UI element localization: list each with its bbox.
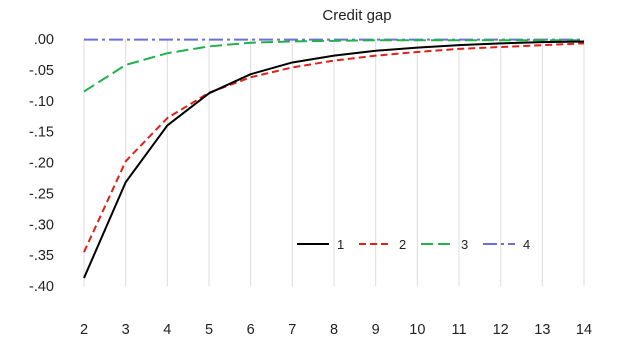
x-tick-label: 8 [330, 322, 338, 338]
legend-label-4: 4 [523, 237, 530, 252]
x-tick-label: 9 [372, 322, 380, 338]
plot-area [83, 38, 585, 279]
x-tick-label: 11 [451, 322, 466, 338]
y-tick-label: -.25 [29, 186, 54, 202]
x-tick-label: 6 [247, 322, 255, 338]
y-tick-label: .00 [34, 32, 54, 48]
series-line-3 [83, 39, 584, 93]
x-tick-label: 14 [576, 322, 592, 338]
legend-label-1: 1 [337, 237, 344, 252]
series-line-2 [83, 42, 585, 253]
x-tick-label: 4 [163, 322, 171, 338]
grid [83, 39, 585, 286]
y-tick-label: -.35 [29, 248, 54, 264]
series-line-1 [83, 40, 585, 279]
y-tick-label: -.30 [29, 217, 54, 233]
x-tick-label: 13 [534, 322, 550, 338]
chart-title: Credit gap [322, 7, 391, 24]
x-tick-label: 10 [409, 322, 425, 338]
y-tick-label: -.05 [29, 63, 54, 79]
x-tick-label: 3 [122, 322, 130, 338]
x-tick-label: 7 [288, 322, 296, 338]
x-tick-label: 5 [205, 322, 213, 338]
x-axis: 2 3 4 5 6 7 8 9 10 11 12 13 14 [80, 322, 592, 338]
legend: 1 2 3 4 [297, 237, 530, 252]
y-tick-label: -.20 [29, 156, 54, 172]
y-axis: .00 -.05 -.10 -.15 -.20 -.25 -.30 -.35 -.40 [29, 32, 54, 295]
x-tick-label: 12 [493, 322, 509, 338]
y-tick-label: -.40 [29, 279, 54, 295]
legend-label-2: 2 [399, 237, 406, 252]
x-tick-label: 2 [80, 322, 88, 338]
y-tick-label: -.15 [29, 125, 54, 141]
legend-label-3: 3 [461, 237, 468, 252]
y-tick-label: -.10 [29, 94, 54, 110]
